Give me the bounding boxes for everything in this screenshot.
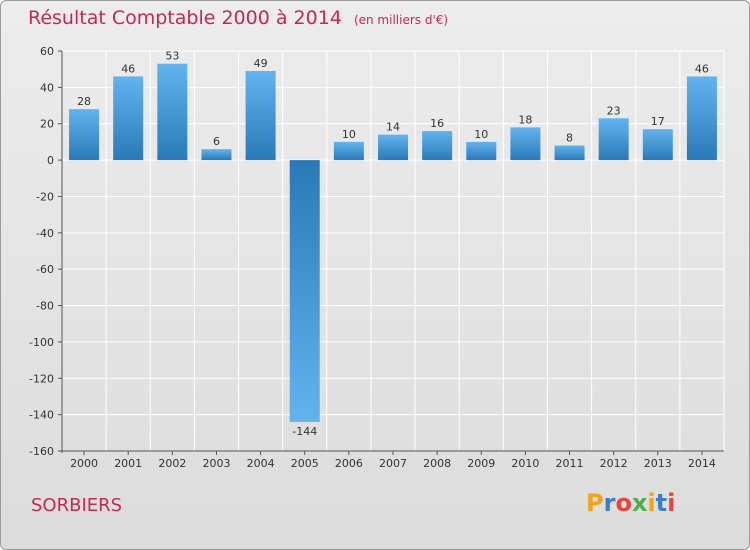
x-tick-label: 2014 — [688, 457, 716, 470]
bar — [686, 76, 717, 161]
y-tick-label: 20 — [40, 118, 54, 131]
logo-letter: i — [647, 489, 656, 517]
x-tick-label: 2002 — [158, 457, 186, 470]
logo-letter: x — [631, 489, 648, 517]
data-label: -144 — [292, 425, 317, 438]
data-label: 10 — [474, 128, 488, 141]
x-tick-label: 2005 — [291, 457, 319, 470]
x-tick-label: 2012 — [600, 457, 628, 470]
chart-title: Résultat Comptable 2000 à 2014 (en milli… — [28, 7, 448, 29]
x-tick-label: 2003 — [202, 457, 230, 470]
data-label: 10 — [342, 128, 356, 141]
bars — [69, 63, 717, 422]
data-label: 18 — [518, 113, 532, 126]
data-label: 46 — [121, 62, 135, 75]
data-label: 14 — [386, 121, 400, 134]
logo-letter: i — [667, 489, 676, 517]
logo-letter: t — [655, 489, 668, 517]
data-label: 49 — [254, 57, 268, 70]
bar — [598, 118, 629, 161]
y-tick-label: -80 — [36, 300, 54, 313]
axes — [58, 50, 724, 455]
data-label: 28 — [77, 95, 91, 108]
y-tick-label: -140 — [29, 409, 54, 422]
bar — [642, 129, 673, 161]
y-tick-label: 40 — [40, 81, 54, 94]
y-tick-label: -40 — [36, 227, 54, 240]
x-tick-label: 2006 — [335, 457, 363, 470]
bar — [554, 145, 585, 161]
y-tick-label: -120 — [29, 372, 54, 385]
y-tick-label: -60 — [36, 263, 54, 276]
y-tick-label: -160 — [29, 445, 54, 458]
data-label: 17 — [651, 115, 665, 128]
y-tick-label: 0 — [47, 154, 54, 167]
x-tick-label: 2009 — [467, 457, 495, 470]
logo-letter: r — [603, 489, 616, 517]
x-tick-label: 2001 — [114, 457, 142, 470]
bar — [289, 160, 320, 422]
title-unit: (en milliers d'€) — [353, 13, 449, 27]
bar — [157, 63, 188, 161]
bar — [333, 141, 364, 161]
proxiti-logo: Proxiti — [586, 489, 675, 517]
x-tick-label: 2013 — [644, 457, 672, 470]
y-tick-label: -20 — [36, 190, 54, 203]
data-label: 46 — [695, 62, 709, 75]
bar — [422, 131, 453, 161]
data-label: 8 — [566, 132, 573, 145]
labels: 60 40 20 0 -20 -40 -60 -80 -100 -120 -140 -160 2000 2… — [29, 45, 716, 470]
bar — [510, 127, 541, 161]
x-tick-label: 2008 — [423, 457, 451, 470]
x-tick-label: 2011 — [556, 457, 584, 470]
grid-lines — [61, 50, 725, 452]
x-tick-label: 2004 — [247, 457, 275, 470]
bar — [245, 71, 276, 161]
bar — [466, 141, 497, 161]
bar — [378, 134, 408, 161]
logo-letter: P — [586, 489, 604, 517]
y-tick-label: 60 — [40, 45, 54, 58]
title-text: Résultat Comptable 2000 à 2014 — [28, 7, 342, 29]
bar — [113, 76, 144, 161]
y-tick-label: -100 — [29, 336, 54, 349]
data-label: 23 — [607, 104, 621, 117]
bar — [201, 149, 232, 161]
x-tick-label: 2000 — [70, 457, 98, 470]
bar — [69, 109, 100, 161]
data-label: 6 — [213, 135, 220, 148]
commune-name: SORBIERS — [31, 495, 123, 516]
x-tick-label: 2010 — [511, 457, 539, 470]
data-label: 16 — [430, 117, 444, 130]
logo-letter: o — [615, 489, 632, 517]
x-tick-label: 2007 — [379, 457, 407, 470]
data-label: 53 — [165, 50, 179, 63]
